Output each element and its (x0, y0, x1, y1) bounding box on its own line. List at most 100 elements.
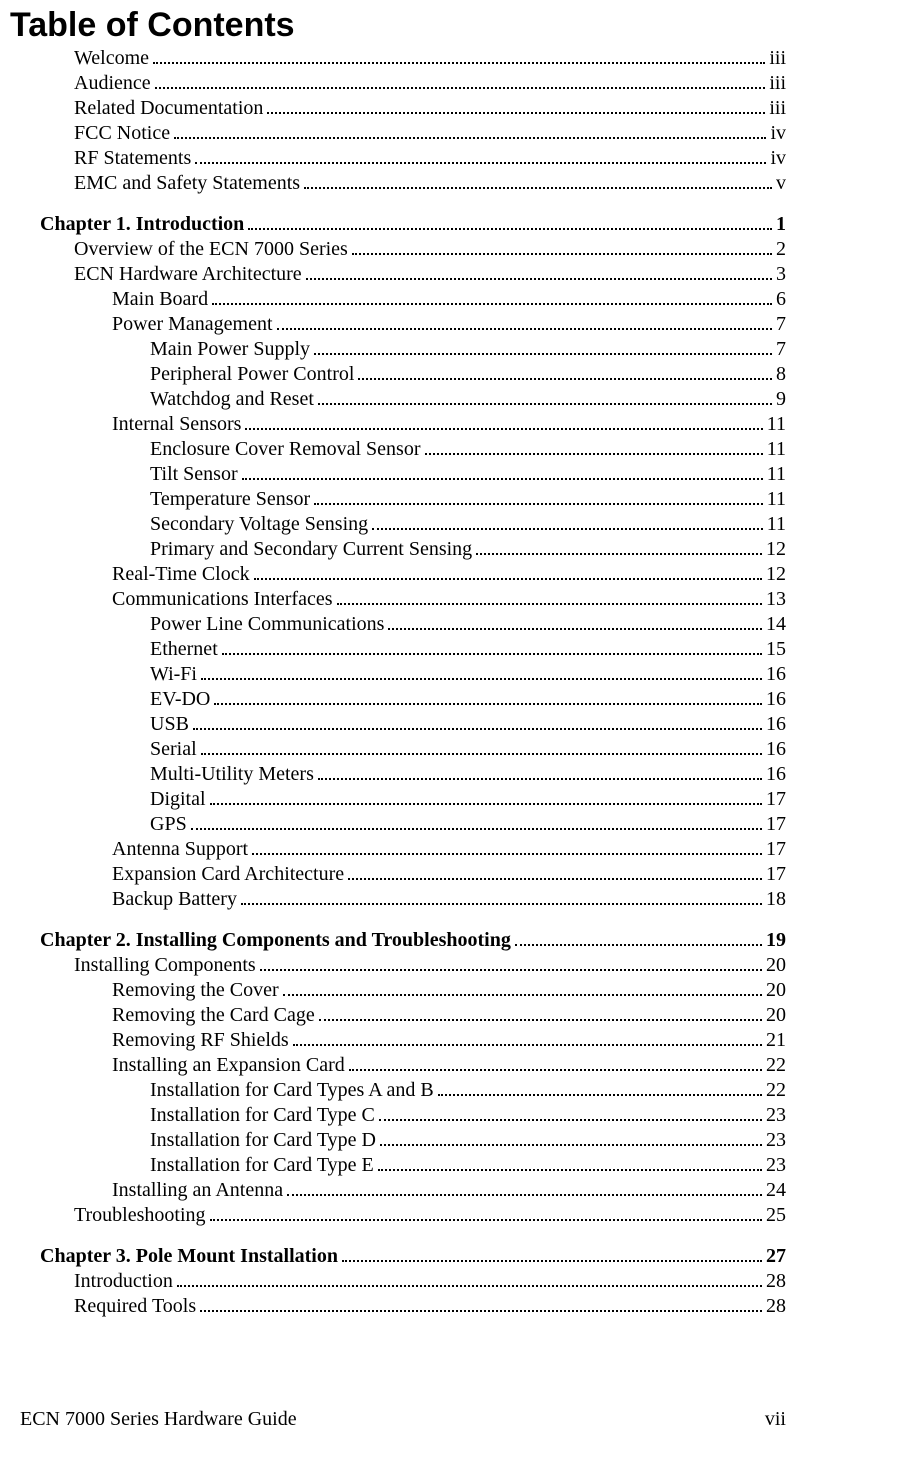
toc-entry-page: 11 (767, 438, 786, 461)
toc-entry[interactable]: Welcome iii (74, 47, 786, 70)
toc-entry[interactable]: Chapter 2. Installing Components and Tro… (40, 929, 786, 952)
toc-entry[interactable]: Tilt Sensor11 (150, 463, 786, 486)
dot-leader (153, 62, 765, 64)
toc-entry[interactable]: Introduction28 (74, 1270, 786, 1293)
toc-entry-label: Installation for Card Type D (150, 1129, 376, 1152)
toc-entry[interactable]: Internal Sensors11 (112, 413, 786, 436)
dot-leader (372, 528, 763, 530)
toc-entry[interactable]: Main Board6 (112, 288, 786, 311)
toc-entry[interactable]: EMC and Safety Statementsv (74, 172, 786, 195)
toc-entry-page: 14 (766, 613, 786, 636)
toc-entry-page: 22 (766, 1054, 786, 1077)
toc-entry[interactable]: Secondary Voltage Sensing11 (150, 513, 786, 536)
toc-entry[interactable]: Removing the Cover20 (112, 979, 786, 1002)
toc-entry[interactable]: Multi-Utility Meters16 (150, 763, 786, 786)
toc-entry[interactable]: Main Power Supply7 (150, 338, 786, 361)
dot-leader (241, 903, 762, 905)
toc-entry[interactable]: Required Tools28 (74, 1295, 786, 1318)
toc-entry[interactable]: Removing the Card Cage20 (112, 1004, 786, 1027)
toc-entry-page: 15 (766, 638, 786, 661)
toc-entry[interactable]: Installation for Card Type C 23 (150, 1104, 786, 1127)
toc-entry[interactable]: Digital17 (150, 788, 786, 811)
toc-entry-label: Related Documentation (74, 97, 263, 120)
toc-entry-label: Required Tools (74, 1295, 196, 1318)
toc-entry[interactable]: Installation for Card Type E23 (150, 1154, 786, 1177)
toc-entry[interactable]: Primary and Secondary Current Sensing12 (150, 538, 786, 561)
toc-entry[interactable]: Related Documentationiii (74, 97, 786, 120)
toc-entry-page: iv (770, 122, 786, 145)
toc-entry-label: Ethernet (150, 638, 218, 661)
toc-entry[interactable]: Installing an Expansion Card22 (112, 1054, 786, 1077)
toc-entry[interactable]: Installation for Card Type D 23 (150, 1129, 786, 1152)
toc-entry-page: 23 (766, 1129, 786, 1152)
toc-entry-page: iii (769, 47, 786, 70)
dot-leader (267, 112, 765, 114)
dot-leader (155, 87, 766, 89)
dot-leader (283, 994, 762, 996)
toc-entry[interactable]: Installing Components20 (74, 954, 786, 977)
page-title: Table of Contents (10, 6, 906, 45)
toc-entry-page: 11 (767, 488, 786, 511)
dot-leader (358, 378, 772, 380)
toc-entry[interactable]: Wi-Fi16 (150, 663, 786, 686)
toc-entry-label: Welcome (74, 47, 149, 70)
toc-entry[interactable]: Temperature Sensor11 (150, 488, 786, 511)
toc-entry-label: Real-Time Clock (112, 563, 250, 586)
toc-entry-page: 18 (766, 888, 786, 911)
toc-entry[interactable]: Serial16 (150, 738, 786, 761)
toc-entry[interactable]: Backup Battery18 (112, 888, 786, 911)
toc-entry-page: 23 (766, 1104, 786, 1127)
dot-leader (306, 278, 772, 280)
dot-leader (425, 453, 763, 455)
dot-leader (245, 428, 762, 430)
toc-entry-label: Installation for Card Type E (150, 1154, 374, 1177)
toc-entry[interactable]: Watchdog and Reset9 (150, 388, 786, 411)
dot-leader (352, 253, 772, 255)
toc-entry-page: iii (769, 72, 786, 95)
toc-entry-label: Removing the Cover (112, 979, 279, 1002)
dot-leader (201, 678, 762, 680)
toc-entry-label: Installing an Antenna (112, 1179, 283, 1202)
toc-entry[interactable]: ECN Hardware Architecture3 (74, 263, 786, 286)
toc-entry[interactable]: Antenna Support17 (112, 838, 786, 861)
toc-entry[interactable]: GPS17 (150, 813, 786, 836)
toc-entry[interactable]: FCC Noticeiv (74, 122, 786, 145)
toc-entry[interactable]: Chapter 1. Introduction1 (40, 213, 786, 236)
toc-entry[interactable]: Troubleshooting25 (74, 1204, 786, 1227)
toc-entry-page: 13 (766, 588, 786, 611)
toc-entry-page: 12 (766, 563, 786, 586)
toc-entry[interactable]: Peripheral Power Control8 (150, 363, 786, 386)
toc-entry-page: 1 (776, 213, 786, 236)
toc-entry[interactable]: Ethernet 15 (150, 638, 786, 661)
dot-leader (378, 1169, 762, 1171)
toc-entry-label: Expansion Card Architecture (112, 863, 344, 886)
toc-entry[interactable]: Installation for Card Types A and B22 (150, 1079, 786, 1102)
toc-entry[interactable]: Removing RF Shields21 (112, 1029, 786, 1052)
toc-entry-label: Audience (74, 72, 151, 95)
toc-entry-page: v (776, 172, 786, 195)
toc-entry[interactable]: Enclosure Cover Removal Sensor11 (150, 438, 786, 461)
toc-entry[interactable]: Installing an Antenna24 (112, 1179, 786, 1202)
toc-entry[interactable]: Communications Interfaces13 (112, 588, 786, 611)
toc-entry-label: Overview of the ECN 7000 Series (74, 238, 348, 261)
toc-entry[interactable]: USB16 (150, 713, 786, 736)
dot-leader (318, 778, 762, 780)
dot-leader (277, 328, 772, 330)
toc-entry[interactable]: Expansion Card Architecture17 (112, 863, 786, 886)
toc-entry-label: Primary and Secondary Current Sensing (150, 538, 472, 561)
toc-entry[interactable]: Real-Time Clock 12 (112, 563, 786, 586)
toc-entry[interactable]: Power Management7 (112, 313, 786, 336)
dot-leader (212, 303, 772, 305)
toc-entry[interactable]: Power Line Communications14 (150, 613, 786, 636)
toc-entry-label: Main Power Supply (150, 338, 310, 361)
toc-entry-label: Installation for Card Type C (150, 1104, 375, 1127)
dot-leader (380, 1144, 762, 1146)
dot-leader (191, 828, 762, 830)
toc-entry[interactable]: Chapter 3. Pole Mount Installation27 (40, 1245, 786, 1268)
toc-entry-page: 20 (766, 1004, 786, 1027)
toc-entry[interactable]: EV-DO16 (150, 688, 786, 711)
toc-entry-page: 2 (776, 238, 786, 261)
toc-entry[interactable]: Overview of the ECN 7000 Series 2 (74, 238, 786, 261)
toc-entry[interactable]: Audience iii (74, 72, 786, 95)
toc-entry[interactable]: RF Statementsiv (74, 147, 786, 170)
